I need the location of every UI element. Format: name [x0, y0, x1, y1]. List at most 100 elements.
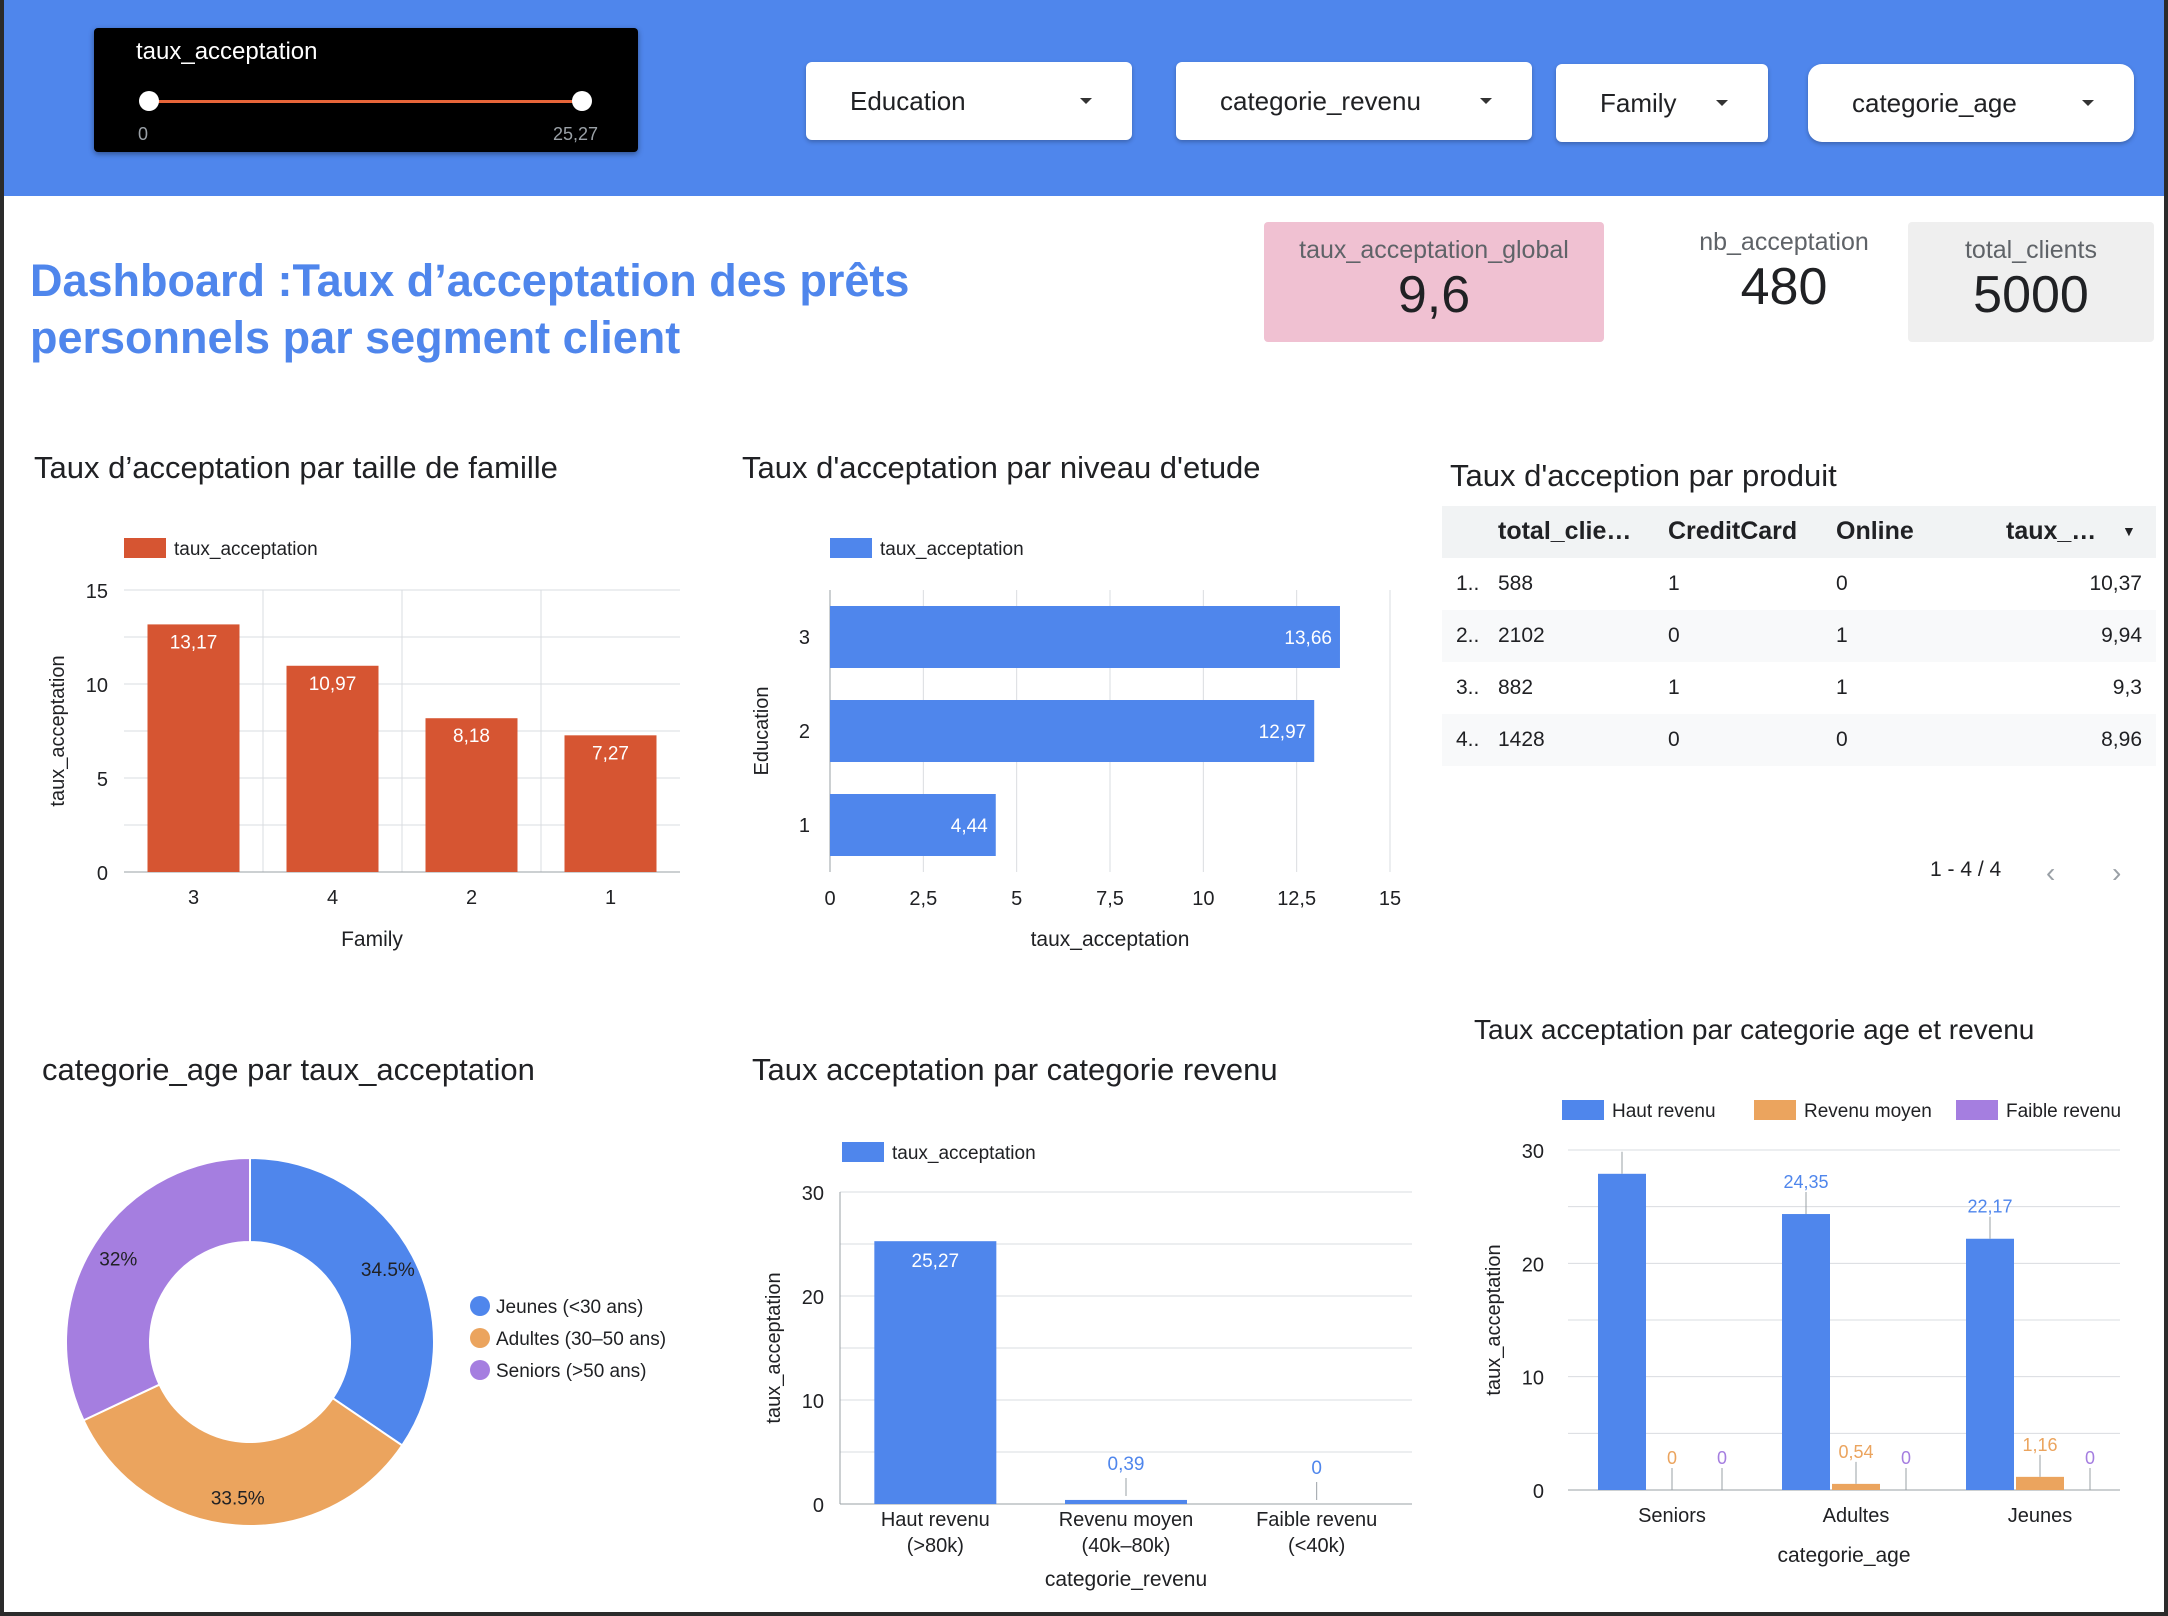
categorie-revenu-dropdown[interactable]: categorie_revenu [1176, 62, 1532, 140]
y-tick-label: 0 [97, 863, 108, 885]
categorie-age-dropdown-label: categorie_age [1852, 88, 2017, 118]
x-tick-label: 7,5 [1096, 888, 1124, 910]
bar [286, 665, 379, 872]
age-revenu-chart-title: Taux acceptation par categorie age et re… [1474, 1014, 2035, 1045]
legend-swatch [830, 538, 872, 558]
legend-label: taux_acceptation [880, 539, 1024, 560]
pie-slice [65, 1156, 251, 1422]
slider-min-handle[interactable] [139, 91, 159, 111]
y-tick-label: 10 [1522, 1368, 1544, 1390]
y-tick-label: 30 [802, 1183, 824, 1205]
age-donut-chart: 34.5% 33.5% 32% Jeunes (<30 ans) Adultes (30… [65, 1156, 666, 1527]
filter-bar: taux_acceptation 0 25,27 Education categ… [4, 0, 2164, 196]
kpi-nb-acceptation: nb_acceptation 480 [1634, 222, 1934, 342]
cell-online: 0 [1836, 572, 1848, 595]
legend-label: Revenu moyen [1804, 1101, 1932, 1122]
cell-taux: 9,3 [2112, 676, 2142, 699]
x-tick-label: 12,5 [1277, 888, 1316, 910]
cell-creditcard: 0 [1668, 728, 1680, 751]
data-label: 0,54 [1838, 1442, 1873, 1462]
table-header: total_clie… CreditCard Online taux_… ▼ [1442, 506, 2156, 558]
page-title: Dashboard :Taux d’acceptation des prêts … [30, 255, 910, 363]
family-dropdown[interactable]: Family [1556, 64, 1768, 142]
legend-swatch [124, 538, 166, 558]
prev-page-icon[interactable]: ‹ [2046, 857, 2056, 888]
y-tick-label: 0 [1533, 1481, 1544, 1503]
categorie-revenu-dropdown-label: categorie_revenu [1220, 86, 1421, 116]
x-tick-label: (40k–80k) [1082, 1535, 1171, 1557]
y-axis-title: taux_acceptation [1483, 1244, 1505, 1395]
y-tick-label: 3 [799, 627, 810, 649]
bar [1598, 1173, 1646, 1490]
slider-min-value: 0 [138, 124, 149, 144]
kpi-label: nb_acceptation [1699, 228, 1869, 256]
pie-slice [249, 1156, 435, 1447]
row-index: 2.. [1456, 624, 1480, 647]
y-tick-label: 15 [86, 581, 108, 603]
produit-table-title: Taux d'acception par produit [1450, 458, 1837, 493]
y-tick-label: 30 [1522, 1141, 1544, 1163]
table-row[interactable]: 1.. 588 1 0 10,37 [1442, 558, 2156, 610]
legend-dot [470, 1328, 490, 1348]
y-tick-label: 2 [799, 721, 810, 743]
revenu-chart-title: Taux acceptation par categorie revenu [752, 1052, 1278, 1087]
x-tick-label: 3 [188, 887, 199, 909]
legend-label: Faible revenu [2006, 1101, 2121, 1122]
education-dropdown[interactable]: Education [806, 62, 1132, 140]
x-tick-label: Adultes [1823, 1505, 1890, 1527]
y-axis-title: taux_acceptation [763, 1272, 785, 1423]
table-row[interactable]: 4.. 1428 0 0 8,96 [1442, 714, 2156, 766]
cell-taux: 10,37 [2089, 572, 2142, 595]
col-header-taux[interactable]: taux_… [2006, 517, 2097, 545]
x-tick-label: 0 [824, 888, 835, 910]
bar [1966, 1238, 2014, 1490]
categorie-age-dropdown[interactable]: categorie_age [1808, 64, 2134, 142]
bar [830, 794, 996, 856]
kpi-total-clients: total_clients 5000 [1908, 222, 2154, 342]
chevron-down-icon [1716, 100, 1728, 106]
slider-track[interactable] [146, 100, 582, 103]
col-header-online[interactable]: Online [1836, 517, 1914, 545]
table-row[interactable]: 3.. 882 1 1 9,3 [1442, 662, 2156, 714]
data-label: 24,35 [1783, 1172, 1828, 1192]
age-revenu-bar-chart: Haut revenu Revenu moyen Faible revenu 0 10 2… [1483, 1100, 2121, 1567]
cell-online: 1 [1836, 624, 1848, 647]
dashboard-page: taux_acceptation 0 25,27 Education categ… [4, 0, 2164, 1612]
family-bar-chart: taux_acceptation 0 5 10 15 13,17 3 10,97 4 8,18 2 7… [47, 538, 680, 951]
bar [1782, 1214, 1830, 1490]
y-tick-label: 0 [813, 1495, 824, 1517]
data-label: 10,97 [309, 674, 357, 695]
y-tick-label: 20 [1522, 1254, 1544, 1276]
row-index: 4.. [1456, 728, 1480, 751]
bar [2016, 1476, 2064, 1490]
y-tick-label: 20 [802, 1287, 824, 1309]
slider-max-value: 25,27 [552, 124, 598, 144]
data-label: 13,66 [1284, 628, 1332, 649]
data-label: 0 [1901, 1448, 1911, 1468]
x-tick-label: 5 [1011, 888, 1022, 910]
y-axis-title: Education [751, 687, 773, 776]
cell-creditcard: 1 [1668, 676, 1680, 699]
bar [1065, 1499, 1187, 1504]
data-label: 0 [1311, 1458, 1322, 1479]
slider-label: taux_acceptation [136, 38, 318, 65]
data-label: 1,16 [2022, 1435, 2057, 1455]
cell-creditcard: 1 [1668, 572, 1680, 595]
family-dropdown-label: Family [1600, 88, 1677, 118]
sort-desc-icon[interactable]: ▼ [2122, 523, 2136, 539]
slider-max-handle[interactable] [572, 91, 592, 111]
x-tick-label: 1 [605, 887, 616, 909]
legend-label: taux_acceptation [174, 539, 318, 560]
col-header-total-clients[interactable]: total_clie… [1498, 517, 1632, 545]
legend-swatch [1754, 1100, 1796, 1120]
x-tick-label: Haut revenu [881, 1509, 990, 1531]
bar [830, 606, 1340, 668]
table-row[interactable]: 2.. 2102 0 1 9,94 [1442, 610, 2156, 662]
taux-acceptation-slider[interactable]: taux_acceptation 0 25,27 [94, 28, 638, 152]
x-tick-label: 2 [466, 887, 477, 909]
bar [1832, 1483, 1880, 1490]
family-chart-title: Taux d’acceptation par taille de famille [34, 450, 558, 485]
col-header-creditcard[interactable]: CreditCard [1668, 517, 1798, 545]
legend-label: Haut revenu [1612, 1101, 1716, 1122]
next-page-icon[interactable]: › [2112, 857, 2122, 888]
